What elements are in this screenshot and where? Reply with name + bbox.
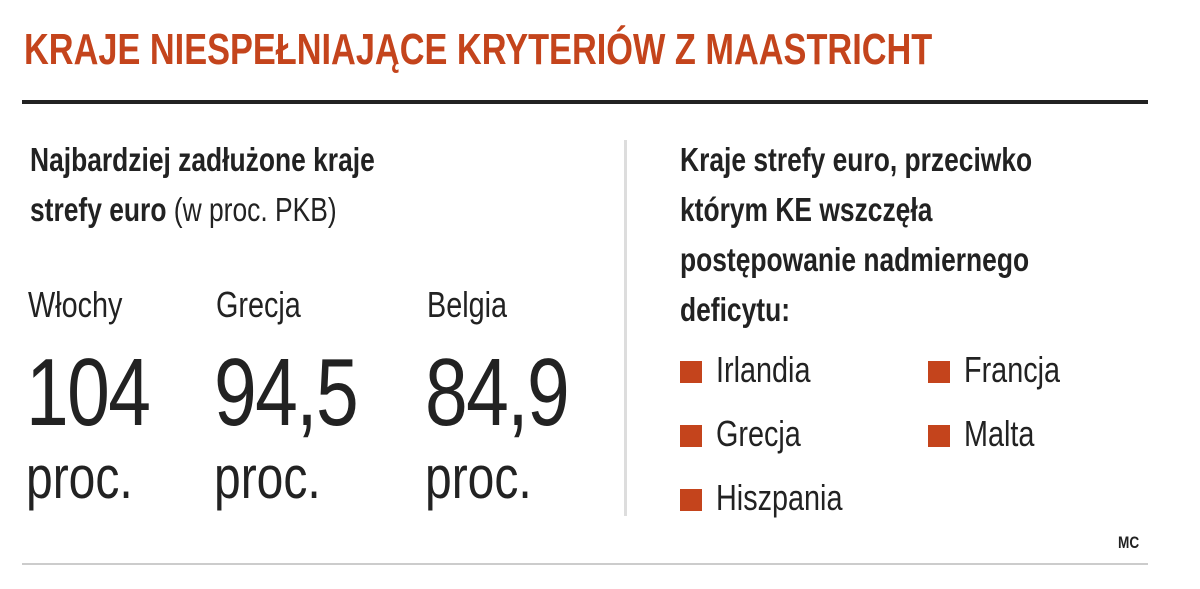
legend-label: Francja — [964, 349, 1061, 390]
legend-square — [680, 361, 702, 383]
heading-note: (w proc. PKB) — [173, 191, 337, 228]
right-heading: Kraje strefy euro, przeciwko — [680, 141, 1033, 178]
value: 84,9 — [425, 339, 570, 446]
legend-label: Irlandia — [716, 349, 811, 390]
country: Grecja — [216, 284, 301, 325]
divider — [624, 140, 627, 516]
right-heading: postępowanie nadmiernego — [680, 241, 1030, 278]
legend-square — [928, 361, 950, 383]
legend-square — [680, 425, 702, 447]
unit: proc. — [26, 444, 133, 511]
country: Włochy — [28, 284, 123, 325]
left-heading: strefy euro (w proc. PKB) — [30, 193, 337, 226]
value: 104 — [26, 339, 151, 446]
left-heading: strefy euro — [30, 191, 167, 228]
legend-square — [680, 489, 702, 511]
left-heading: Najbardziej zadłużone kraje — [30, 141, 375, 178]
right-heading: którym KE wszczęła — [680, 191, 933, 228]
legend-label: Hiszpania — [716, 477, 843, 518]
bottom-rule — [22, 563, 1148, 565]
unit: proc. — [425, 444, 532, 511]
unit: proc. — [214, 444, 321, 511]
value: 94,5 — [214, 339, 359, 446]
country: Belgia — [427, 284, 508, 325]
legend-label: Malta — [964, 413, 1035, 454]
title: KRAJE NIESPEŁNIAJĄCE KRYTERIÓW Z MAASTRI… — [24, 25, 933, 74]
right-heading: deficytu: — [680, 291, 791, 328]
legend-square — [928, 425, 950, 447]
credit: MC — [1118, 533, 1140, 552]
title-rule — [22, 100, 1148, 104]
legend-label: Grecja — [716, 413, 801, 454]
